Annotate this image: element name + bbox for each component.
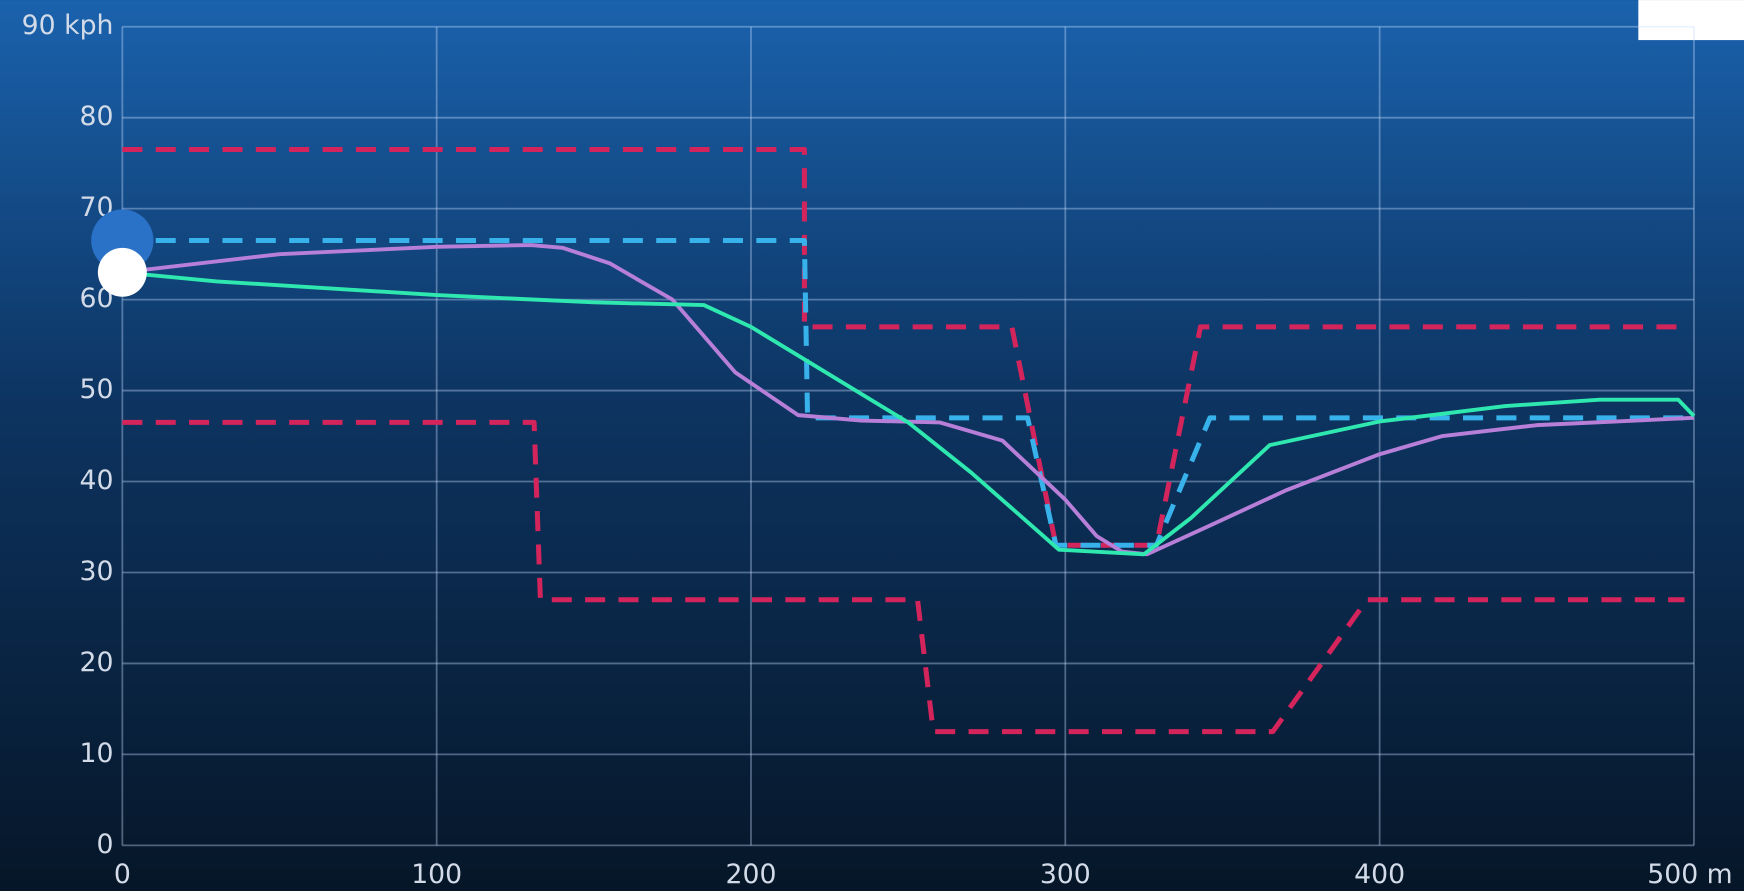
y-tick-label: 80 (79, 101, 113, 132)
y-tick-label: 90 kph (22, 10, 114, 41)
speed-line (122, 270, 1696, 557)
corner-thumbnail (1638, 0, 1744, 41)
x-tick-label: 500 m (1647, 859, 1732, 890)
y-tick-label: 50 (79, 374, 113, 405)
x-tick-label: 0 (114, 859, 131, 890)
x-tick-label: 300 (1040, 859, 1091, 890)
dashed-line (122, 419, 1685, 735)
y-tick-label: 10 (79, 738, 113, 769)
speed-line (122, 243, 1695, 557)
dashed-line (122, 147, 1685, 548)
x-tick-label: 200 (726, 859, 777, 890)
y-tick-label: 30 (79, 556, 113, 587)
start-marker (97, 247, 147, 297)
y-tick-label: 20 (79, 647, 113, 678)
x-tick-label: 400 (1354, 859, 1405, 890)
dashed-line (122, 237, 1694, 548)
y-tick-label: 40 (79, 465, 113, 496)
y-tick-label: 0 (96, 829, 113, 860)
x-tick-label: 100 (411, 859, 462, 890)
